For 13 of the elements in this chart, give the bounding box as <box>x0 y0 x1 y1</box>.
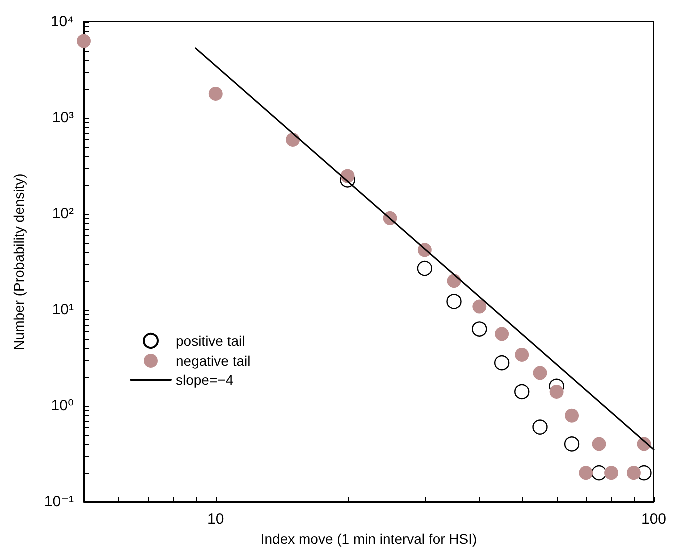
legend-label: positive tail <box>176 333 246 349</box>
y-tick-label: 10⁻¹ <box>44 494 74 510</box>
y-tick-label: 10² <box>52 206 74 222</box>
y-tick-label: 10³ <box>52 110 74 126</box>
x-tick-label: 10 <box>208 511 224 528</box>
y-tick-label: 10⁴ <box>50 14 74 30</box>
legend-label: negative tail <box>176 353 251 369</box>
x-axis-title: Index move (1 min interval for HSI) <box>260 531 478 547</box>
y-tick-label: 10¹ <box>52 302 74 318</box>
legend-label: slope=−4 <box>176 372 234 388</box>
x-tick-label: 100 <box>641 511 667 528</box>
y-axis-title: Number (Probability density) <box>11 174 27 350</box>
y-tick-label: 10⁰ <box>51 398 74 414</box>
